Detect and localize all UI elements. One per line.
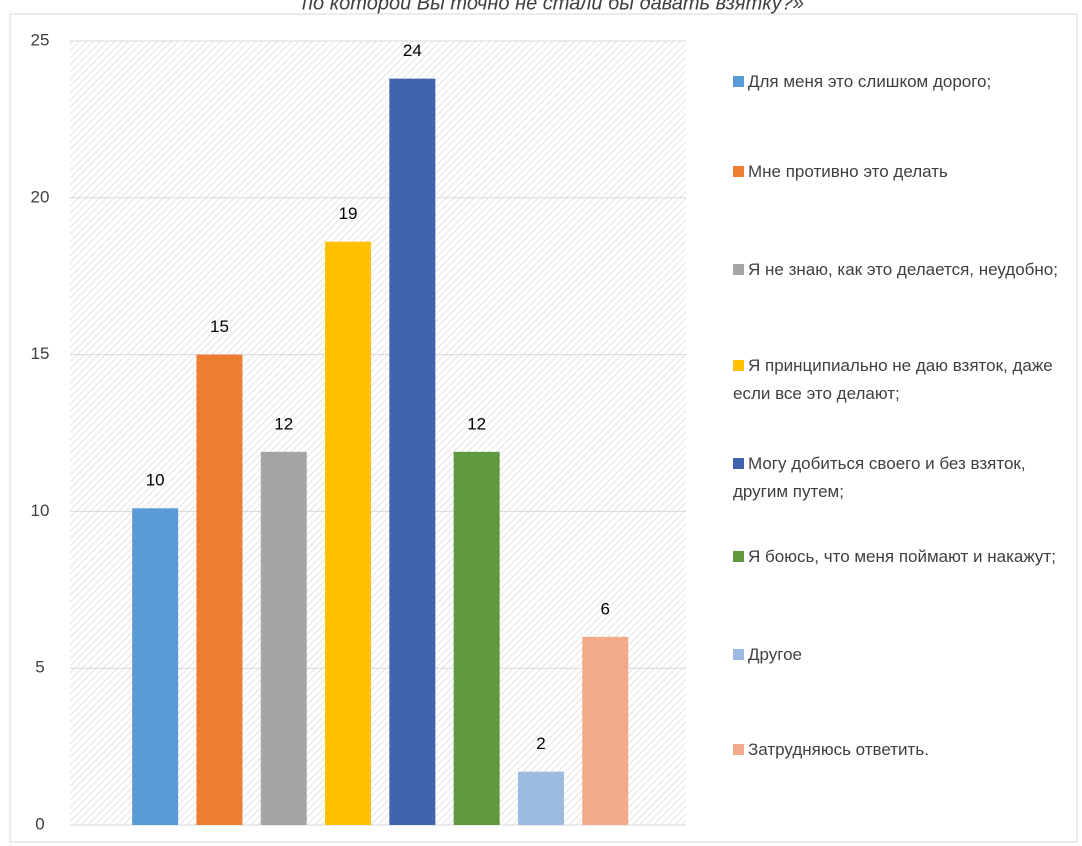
legend-item: Я не знаю, как это делается, неудобно; <box>733 256 1068 284</box>
legend-swatch <box>733 166 744 177</box>
legend-swatch <box>733 744 744 755</box>
legend-swatch <box>733 360 744 371</box>
y-tick-label: 0 <box>35 814 44 833</box>
data-label: 2 <box>536 734 545 753</box>
legend-label: Могу добиться своего и без взяток, други… <box>733 454 1026 501</box>
legend-label: Мне противно это делать <box>748 162 948 181</box>
legend-item: Затрудняюсь ответить. <box>733 736 1068 764</box>
data-label: 12 <box>467 414 486 433</box>
data-label: 19 <box>339 204 358 223</box>
legend-item: Я боюсь, что меня поймают и накажут; <box>733 543 1068 571</box>
legend-item: Я принципиально не даю взяток, даже если… <box>733 352 1068 408</box>
legend-label: Я не знаю, как это делается, неудобно; <box>748 260 1058 279</box>
legend-label: Я боюсь, что меня поймают и накажут; <box>748 547 1056 566</box>
bar <box>389 78 436 825</box>
data-label: 15 <box>210 317 229 336</box>
legend-item: Другое <box>733 641 1068 669</box>
legend-swatch <box>733 649 744 660</box>
legend-swatch <box>733 264 744 275</box>
bar <box>325 241 372 826</box>
legend-item: Мне противно это делать <box>733 158 1068 186</box>
data-label: 6 <box>601 599 610 618</box>
legend-label: Затрудняюсь ответить. <box>748 740 929 759</box>
y-tick-label: 5 <box>35 658 44 677</box>
bar <box>582 636 629 825</box>
data-label: 12 <box>274 414 293 433</box>
legend-swatch <box>733 551 744 562</box>
legend-label: Для меня это слишком дорого; <box>748 72 992 91</box>
y-tick-label: 20 <box>31 187 50 206</box>
legend-label: Другое <box>748 645 803 664</box>
y-tick-label: 25 <box>31 30 50 49</box>
y-tick-label: 10 <box>31 501 50 520</box>
data-label: 10 <box>146 471 165 490</box>
y-tick-label: 15 <box>31 344 50 363</box>
data-label: 24 <box>403 41 422 60</box>
bar <box>196 354 243 825</box>
bar <box>453 451 500 825</box>
legend-item: Для меня это слишком дорого; <box>733 68 1068 96</box>
bar <box>517 771 564 825</box>
chart-title: по которой Вы точно не стали бы давать в… <box>302 0 804 14</box>
legend-swatch <box>733 458 744 469</box>
bar <box>260 451 307 825</box>
legend-swatch <box>733 76 744 87</box>
bar <box>132 508 179 825</box>
legend-label: Я принципиально не даю взяток, даже если… <box>733 356 1053 403</box>
legend-item: Могу добиться своего и без взяток, други… <box>733 450 1068 506</box>
chart-border <box>9 13 1078 843</box>
